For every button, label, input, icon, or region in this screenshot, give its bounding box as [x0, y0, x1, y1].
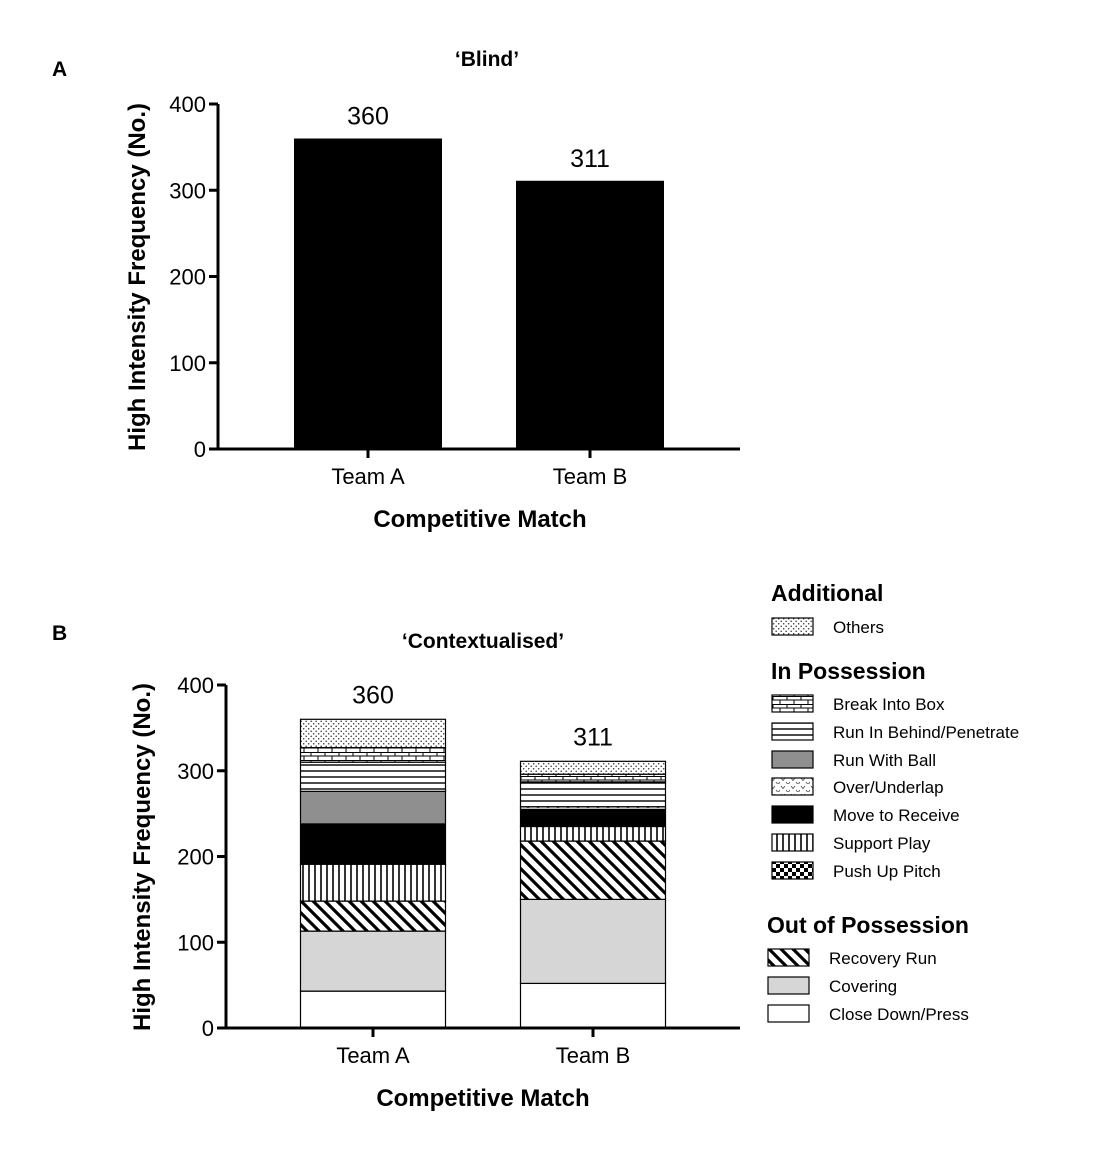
- legend-swatch-break-into-box: [771, 694, 814, 713]
- chart-b-y-tick-label: 100: [177, 930, 214, 955]
- chart-b-segment-break-into-box: [519, 773, 667, 783]
- chart-a-category-label: Team B: [553, 464, 628, 489]
- legend-swatch-covering: [767, 976, 810, 995]
- legend-label-break-into-box: Break Into Box: [833, 695, 945, 714]
- chart-a-category-label: Team A: [331, 464, 405, 489]
- legend-group-heading: In Possession: [771, 658, 926, 684]
- legend-swatch-support-play: [771, 833, 814, 852]
- chart-b-segment-support-play: [299, 863, 447, 902]
- legend-label-covering: Covering: [829, 977, 897, 996]
- chart-a-categories: Team A Team B: [331, 449, 627, 489]
- legend-label-over-underlap: Over/Underlap: [833, 778, 944, 797]
- chart-b-segment-support-play: [519, 825, 667, 842]
- chart-b-segment-others: [519, 760, 667, 775]
- legend-swatch-push-up-pitch: [771, 861, 814, 880]
- legend-swatch-over-underlap: [771, 777, 814, 796]
- chart-b-x-axis-title: Competitive Match: [376, 1085, 589, 1112]
- chart-a-title: ‘Blind’: [455, 48, 519, 71]
- chart-b-categories: Team A Team B: [336, 1028, 630, 1068]
- chart-a-y-axis-title: High Intensity Frequency (No.): [124, 103, 151, 451]
- chart-b-segment-run-in-behind-penetrate: [299, 761, 447, 792]
- chart-b-segment-move-to-receive: [519, 808, 667, 828]
- chart-a-bar-value-label: 360: [347, 103, 389, 131]
- chart-a-y-tick-label: 400: [169, 92, 206, 117]
- chart-b-bars: 360 311: [299, 681, 667, 1029]
- chart-a-y-tick-label: 0: [194, 437, 206, 462]
- chart-b-segment-break-into-box: [299, 746, 447, 763]
- chart-b-segment-close-down-press: [519, 982, 667, 1029]
- chart-b-segment-run-in-behind-penetrate: [519, 781, 667, 808]
- legend-swatch-close-down-press: [767, 1004, 810, 1023]
- chart-b-category-label: Team A: [336, 1043, 410, 1068]
- chart-b-segment-close-down-press: [299, 990, 447, 1029]
- legend-label-support-play: Support Play: [833, 834, 931, 853]
- legend-swatch-recovery-run: [767, 948, 810, 967]
- chart-b-category-label: Team B: [556, 1043, 631, 1068]
- panel-a-letter: A: [52, 58, 67, 81]
- chart-b-y-axis-title: High Intensity Frequency (No.): [129, 683, 156, 1031]
- chart-a-bar: [294, 138, 442, 449]
- panel-b-letter: B: [52, 622, 67, 645]
- legend-group-heading: Additional: [771, 580, 883, 606]
- legend-label-push-up-pitch: Push Up Pitch: [833, 862, 941, 881]
- legend-swatch-run-in-behind-penetrate: [771, 722, 814, 741]
- legend-group-heading: Out of Possession: [767, 912, 969, 938]
- chart-b-segment-covering: [299, 930, 447, 992]
- chart-a-bar: [516, 180, 664, 449]
- legend-label-others: Others: [833, 618, 884, 637]
- chart-b-segment-recovery-run: [299, 900, 447, 932]
- chart-a-y-tick-label: 100: [169, 351, 206, 376]
- chart-b-y-ticks: 0 100 200 300 400: [177, 673, 226, 1041]
- chart-b-segment-move-to-receive: [299, 823, 447, 865]
- legend-label-close-down-press: Close Down/Press: [829, 1005, 969, 1024]
- legend-label-move-to-receive: Move to Receive: [833, 806, 960, 825]
- chart-b-y-tick-label: 300: [177, 759, 214, 784]
- chart-b-segment-recovery-run: [519, 840, 667, 900]
- chart-a-x-axis-title: Competitive Match: [373, 506, 586, 533]
- chart-a-y-ticks: 0 100 200 300 400: [169, 92, 218, 462]
- chart-b-y-tick-label: 200: [177, 845, 214, 870]
- chart-b-legend: Additional Others In Possession Break Into …: [767, 580, 1019, 1024]
- chart-b-segment-run-with-ball: [299, 790, 447, 825]
- chart-a-bars: 360 311: [294, 103, 664, 449]
- chart-b-title: ‘Contextualised’: [402, 630, 564, 653]
- legend-label-run-with-ball: Run With Ball: [833, 751, 936, 770]
- chart-a-y-tick-label: 200: [169, 265, 206, 290]
- chart-b-segment-others: [299, 718, 447, 749]
- chart-b-bar-total-label: 311: [573, 723, 613, 751]
- chart-a-y-tick-label: 300: [169, 178, 206, 203]
- legend-swatch-run-with-ball: [771, 750, 814, 769]
- legend-label-run-in-behind-penetrate: Run In Behind/Penetrate: [833, 723, 1019, 742]
- chart-b-bar-total-label: 360: [352, 681, 394, 709]
- legend-swatch-others: [771, 617, 814, 636]
- legend-label-recovery-run: Recovery Run: [829, 949, 937, 968]
- chart-b-y-tick-label: 0: [202, 1016, 214, 1041]
- chart-b-segment-covering: [519, 898, 667, 985]
- chart-a-bar-value-label: 311: [570, 145, 610, 173]
- chart-b-y-tick-label: 400: [177, 673, 214, 698]
- legend-swatch-move-to-receive: [771, 805, 814, 824]
